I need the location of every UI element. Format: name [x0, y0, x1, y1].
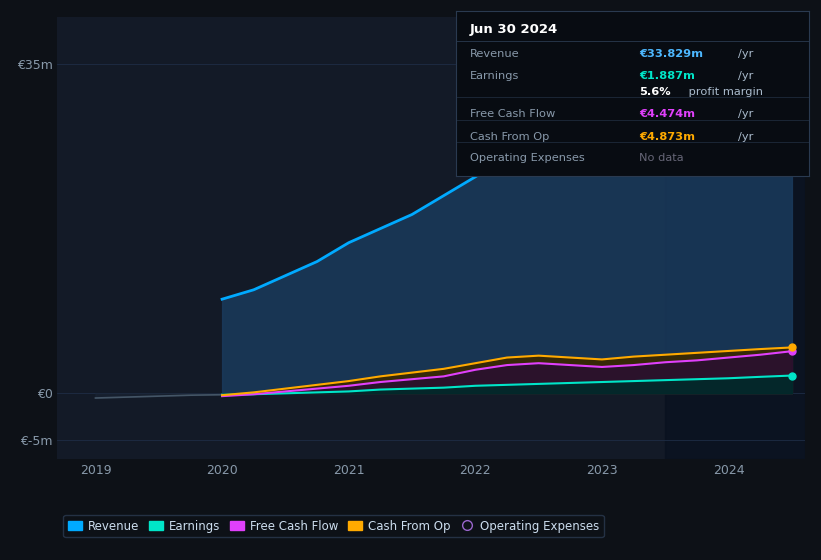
- Text: No data: No data: [640, 153, 684, 163]
- Text: €4.873m: €4.873m: [640, 132, 695, 142]
- Text: €1.887m: €1.887m: [640, 71, 695, 81]
- Text: Revenue: Revenue: [470, 49, 520, 59]
- Text: 5.6%: 5.6%: [640, 87, 671, 97]
- Text: profit margin: profit margin: [686, 87, 764, 97]
- Bar: [665, 17, 805, 459]
- Text: /yr: /yr: [738, 109, 754, 119]
- Text: /yr: /yr: [738, 71, 754, 81]
- Text: €4.474m: €4.474m: [640, 109, 695, 119]
- Text: Earnings: Earnings: [470, 71, 519, 81]
- Text: €33.829m: €33.829m: [640, 49, 704, 59]
- Text: Operating Expenses: Operating Expenses: [470, 153, 585, 163]
- Text: Jun 30 2024: Jun 30 2024: [470, 23, 558, 36]
- Text: Free Cash Flow: Free Cash Flow: [470, 109, 555, 119]
- Text: Cash From Op: Cash From Op: [470, 132, 549, 142]
- Legend: Revenue, Earnings, Free Cash Flow, Cash From Op, Operating Expenses: Revenue, Earnings, Free Cash Flow, Cash …: [63, 515, 603, 538]
- Text: /yr: /yr: [738, 132, 754, 142]
- Text: /yr: /yr: [738, 49, 754, 59]
